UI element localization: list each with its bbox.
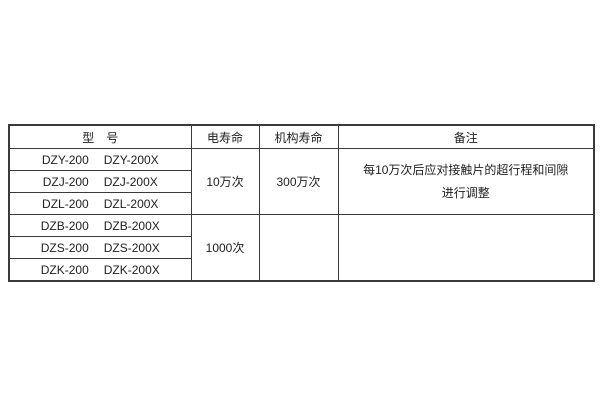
electrical-life-group1-cell: 10万次 (190, 148, 260, 215)
remarks-line-2: 进行调整 (441, 185, 490, 200)
model-number: DZJ-200 (42, 174, 89, 189)
model-number: DZB-200 (40, 218, 89, 233)
model-cell: DZK-200 DZK-200X (8, 258, 192, 282)
model-number: DZY-200 (41, 152, 89, 167)
model-number-x: DZY-200X (103, 152, 159, 167)
model-cell: DZB-200 DZB-200X (8, 214, 192, 237)
remarks-line-1: 每10万次后应对接触片的超行程和间隙 (363, 162, 569, 177)
table-row: DZL-200 DZL-200X (8, 192, 594, 215)
electrical-life-group2-cell: 1000次 (190, 214, 260, 282)
model-cell: DZL-200 DZL-200X (8, 192, 192, 215)
table-row: DZK-200 DZK-200X (8, 258, 594, 282)
table-row: DZY-200 DZY-200X 10万次 300万次 每10万次后应对接触片的… (8, 148, 595, 215)
mechanism-life-group2-cell (258, 214, 339, 282)
model-cell: DZS-200 DZS-200X (8, 236, 192, 259)
header-remarks: 备注 (337, 124, 595, 149)
model-number: DZS-200 (40, 240, 89, 255)
remarks-group2-cell (337, 214, 595, 282)
model-cell: DZY-200 DZY-200X (8, 148, 192, 171)
model-number-x: DZB-200X (103, 218, 160, 233)
header-electrical-life: 电寿命 (190, 124, 260, 149)
model-number-x: DZK-200X (103, 262, 160, 277)
model-number: DZL-200 (42, 196, 89, 211)
model-number: DZK-200 (40, 262, 89, 277)
model-number-x: DZJ-200X (103, 174, 158, 189)
table-row: DZJ-200 DZJ-200X (8, 170, 594, 193)
table-row: DZB-200 DZB-200X 1000次 (8, 214, 595, 282)
remarks-group1-cell: 每10万次后应对接触片的超行程和间隙 进行调整 (337, 148, 595, 215)
header-model: 型 号 (8, 124, 192, 149)
model-number-x: DZS-200X (103, 240, 160, 255)
table-header-row: 型 号 电寿命 机构寿命 备注 (8, 124, 595, 149)
spec-table: 型 号 电寿命 机构寿命 备注 DZY-200 DZY-200X 10万次 30… (8, 124, 595, 282)
model-cell: DZJ-200 DZJ-200X (8, 170, 192, 193)
table-row: DZS-200 DZS-200X (8, 236, 594, 259)
mechanism-life-group1-cell: 300万次 (258, 148, 339, 215)
model-number-x: DZL-200X (103, 196, 159, 211)
header-mechanism-life: 机构寿命 (258, 124, 339, 149)
